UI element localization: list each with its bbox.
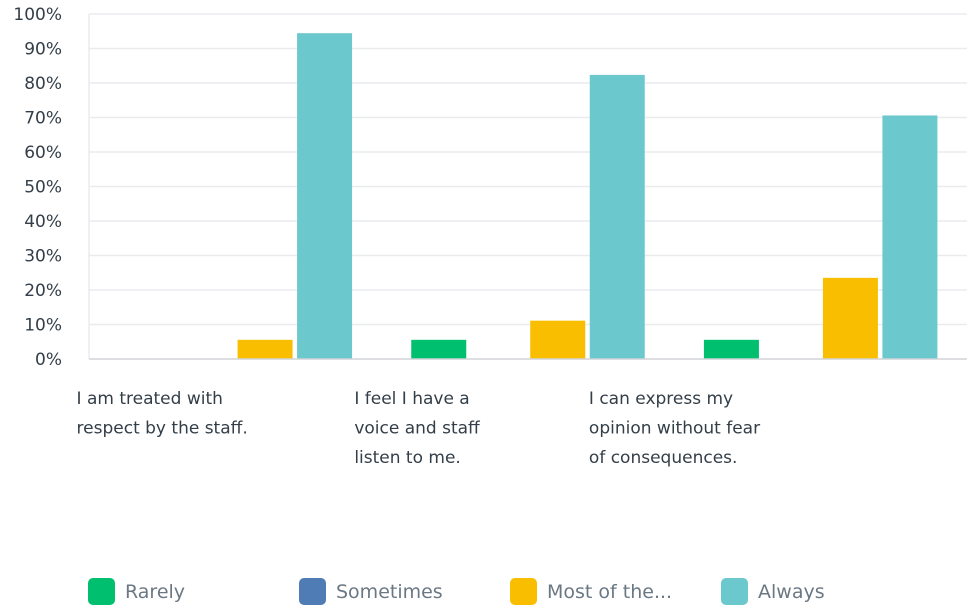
bar-rarely-3[interactable] <box>703 339 759 359</box>
y-tick-label: 70% <box>24 109 62 129</box>
legend-item-rarely[interactable]: Rarely <box>88 578 185 605</box>
y-tick-label: 10% <box>24 316 62 336</box>
y-tick-label: 40% <box>24 212 62 232</box>
y-tick-label: 90% <box>24 40 62 60</box>
legend-swatch-sometimes <box>299 578 326 605</box>
y-tick-label: 50% <box>24 178 62 198</box>
legend-label-rarely: Rarely <box>125 580 186 603</box>
y-tick-label: 80% <box>24 74 62 94</box>
legend-label-always: Always <box>758 580 825 603</box>
bar-most-of-the-time-2[interactable] <box>530 320 586 359</box>
legend-label-sometimes: Sometimes <box>336 580 443 603</box>
legend-item-sometimes[interactable]: Sometimes <box>299 578 443 605</box>
bar-most-of-the-time-1[interactable] <box>237 339 293 359</box>
bar-always-3[interactable] <box>882 115 938 359</box>
bar-rarely-2[interactable] <box>411 339 467 359</box>
bar-most-of-the-time-3[interactable] <box>822 277 878 359</box>
bar-chart: 0% 10% 20% 30% 40% 50% 60% 70% 80% 90% 100% I am tr… <box>13 5 967 468</box>
category-label-3: I can express my opinion without fear of c… <box>589 389 760 468</box>
y-tick-label: 20% <box>24 281 62 301</box>
y-tick-label: 30% <box>24 247 62 267</box>
y-tick-label: 0% <box>35 350 62 370</box>
bar-always-2[interactable] <box>589 74 645 359</box>
category-label-1: I am treated with respect by the staff. <box>77 389 248 439</box>
bar-always-1[interactable] <box>297 33 353 359</box>
category-label-2: I feel I have a voice and staff listen to … <box>354 389 481 468</box>
legend-swatch-rarely <box>88 578 115 605</box>
legend-item-always[interactable]: Always <box>721 578 825 605</box>
legend-label-most-of-the-time: Most of the... <box>547 580 673 603</box>
legend-swatch-most-of-the-time <box>510 578 537 605</box>
y-tick-label: 60% <box>24 143 62 163</box>
y-tick-label: 100% <box>13 5 62 25</box>
legend-swatch-always <box>721 578 748 605</box>
legend-item-most-of-the-time[interactable]: Most of the... <box>510 578 672 605</box>
legend: Rarely Sometimes Most of the... Always <box>0 574 967 610</box>
